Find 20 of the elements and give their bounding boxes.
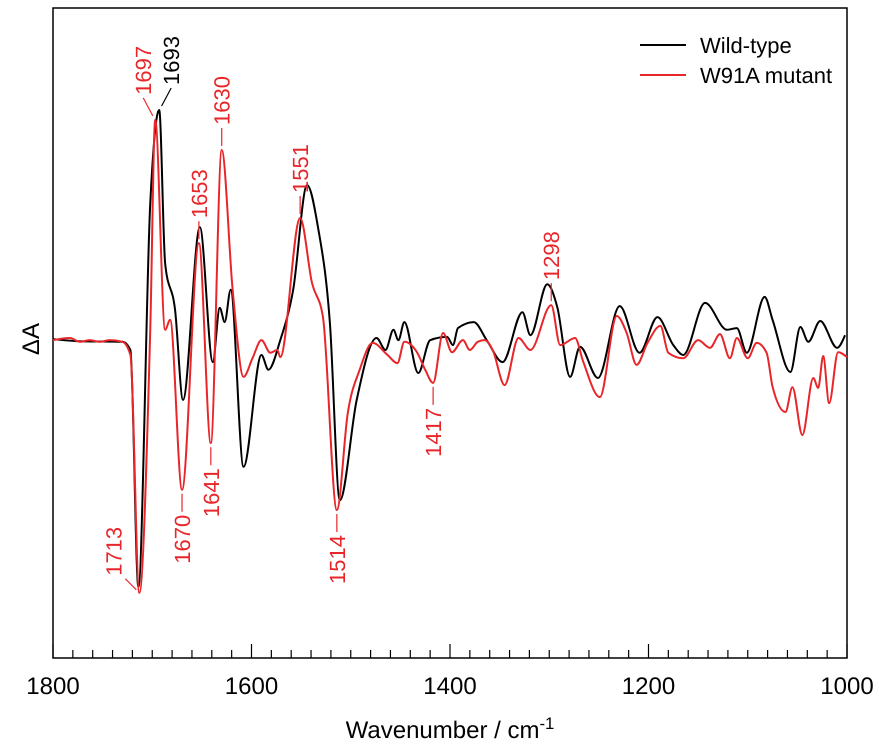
x-axis-title: Wavenumber / cm$^{-1}$	[346, 714, 554, 744]
x-tick-label: 1600	[224, 673, 278, 700]
x-tick-label: 1400	[423, 673, 477, 700]
annotation: 1630	[210, 76, 235, 126]
annotation: 1551	[288, 144, 314, 193]
x-tick-label: 1800	[26, 673, 80, 700]
annotation: 1653	[186, 169, 212, 218]
annotation: 1713	[101, 526, 126, 576]
annotation: 1417	[421, 408, 446, 457]
annotation: 1298	[539, 231, 564, 280]
x-tick-label: 1200	[622, 673, 676, 700]
y-axis-title: ΔA	[18, 323, 45, 356]
legend-label: Wild-type	[700, 33, 792, 58]
annotation: 1693	[159, 36, 184, 85]
annotation: 1697	[131, 46, 156, 95]
annotation: 1641	[198, 468, 224, 518]
annotation: 1514	[324, 535, 350, 584]
annotation: 1670	[170, 514, 196, 564]
x-tick-label: 1000	[820, 673, 874, 700]
legend-label: W91A mutant	[700, 63, 832, 88]
